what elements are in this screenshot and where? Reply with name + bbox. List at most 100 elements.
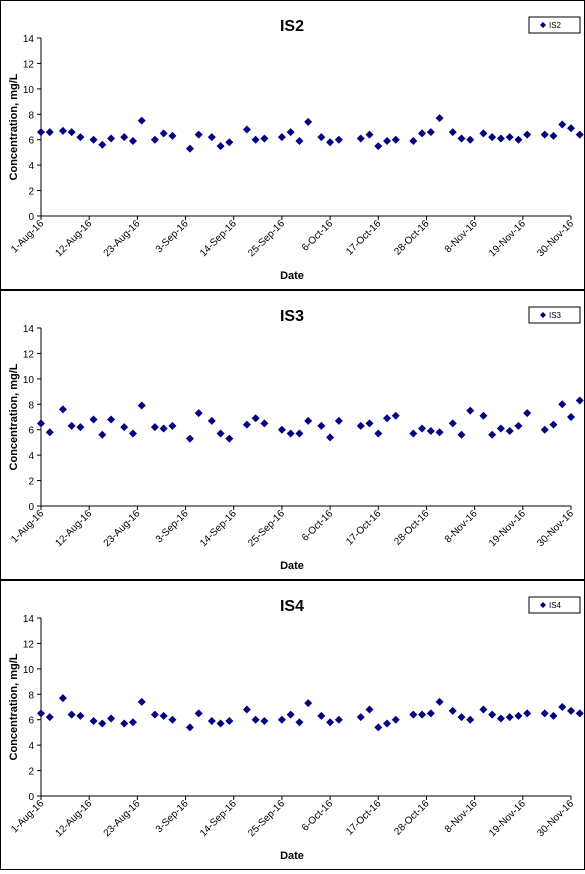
data-point [418,424,427,433]
x-tick-label: 8-Nov-16 [443,218,480,255]
legend-box [528,16,581,34]
y-tick-label: 0 [28,502,34,513]
y-tick-label: 8 [28,690,34,701]
y-tick-label: 6 [28,716,34,727]
chart-title-is2: IS2 [280,18,304,35]
data-point [514,421,523,430]
data-point [391,411,400,420]
legend-label: IS3 [549,311,562,320]
data-point [185,723,194,732]
x-tick-label: 30-Nov-16 [535,798,576,839]
data-point [98,140,107,149]
legend-label: IS2 [549,21,562,30]
data-point [194,130,203,139]
y-axis-title: Concentration, mg/L [8,73,20,180]
x-tick-label: 12-Aug-16 [54,798,95,839]
y-axis-title: Concentration, mg/L [8,653,20,760]
data-point [567,124,575,133]
x-tick-label: 23-Aug-16 [102,218,143,259]
x-tick-label: 6-Oct-16 [300,218,336,254]
x-tick-label: 19-Nov-16 [487,218,528,259]
x-tick-label: 19-Nov-16 [487,508,528,549]
y-tick-label: 0 [28,212,34,223]
data-point [76,711,85,720]
data-point [225,716,234,725]
x-tick-label: 17-Oct-16 [344,508,384,548]
data-point [225,434,234,443]
scatter-chart-is3: IS3 0 2 4 6 8 10 12 14 1-Aug-16 12-Aug-16 23-Aug-16… [8,306,584,572]
x-tick-label: 25-Sep-16 [246,218,287,259]
data-point [567,706,575,715]
data-point [286,710,295,719]
data-point [505,426,514,435]
data-point [334,135,343,144]
data-point [549,420,558,429]
data-point [45,128,54,137]
data-point [496,134,505,143]
data-point [207,133,216,142]
chart-panel-is2: IS2 0 2 4 6 8 10 12 14 1-Aug-16 12-Aug-16 23-Aug-16… [0,0,585,290]
data-point [67,710,76,719]
data-point [45,713,54,722]
data-point [159,711,168,720]
data-point [89,716,98,725]
data-point [365,130,374,139]
data-point [260,134,269,143]
data-point [558,400,567,409]
y-tick-label: 12 [23,349,35,360]
data-point [409,429,418,438]
y-tick-label: 2 [28,767,34,778]
y-tick-label: 0 [28,792,34,803]
x-tick-label: 25-Sep-16 [246,798,287,839]
data-point [448,706,457,715]
data-point [374,429,383,438]
y-tick-label: 6 [28,426,34,437]
data-point [391,135,400,144]
data-point [304,416,313,425]
scatter-chart-is4: IS4 0 2 4 6 8 10 12 14 1-Aug-16 12-Aug-16 23-Aug-16… [8,596,584,862]
y-tick-label: 2 [28,477,34,488]
y-tick-label: 12 [23,639,35,650]
data-point [575,130,584,139]
y-tick-label: 10 [23,375,35,386]
x-tick-label: 12-Aug-16 [54,218,95,259]
data-point [216,719,225,728]
x-tick-label: 8-Nov-16 [443,508,480,545]
data-point [365,419,374,428]
x-tick-label: 14-Sep-16 [198,798,239,839]
x-tick-label: 1-Aug-16 [9,218,46,255]
data-point [89,135,98,144]
data-point [334,715,343,724]
data-point [426,426,435,435]
data-point [575,709,584,718]
x-tick-label: 6-Oct-16 [300,508,336,544]
data-point [242,420,251,429]
data-point [295,429,304,438]
data-point [317,711,326,720]
data-point [76,423,85,432]
chart-panel-is4: IS4 0 2 4 6 8 10 12 14 1-Aug-16 12-Aug-16 23-Aug-16… [0,580,585,870]
data-point [567,413,575,421]
data-point [356,134,365,143]
data-point [457,134,466,143]
data-point [523,130,532,139]
data-point [558,703,567,711]
data-point [120,719,129,728]
data-point [418,710,427,719]
data-point [326,433,335,442]
data-point [356,421,365,430]
x-axis-title: Date [280,850,304,862]
data-point [383,136,392,145]
data-point [107,714,116,723]
data-point [216,142,225,151]
data-point [295,136,304,145]
data-point [251,135,260,144]
data-point [540,425,549,434]
data-point [356,713,365,722]
data-point [426,709,435,718]
x-axis-title: Date [280,560,304,572]
data-point [286,429,295,438]
data-point [194,409,203,418]
y-tick-label: 4 [28,451,34,462]
data-point [488,133,497,142]
